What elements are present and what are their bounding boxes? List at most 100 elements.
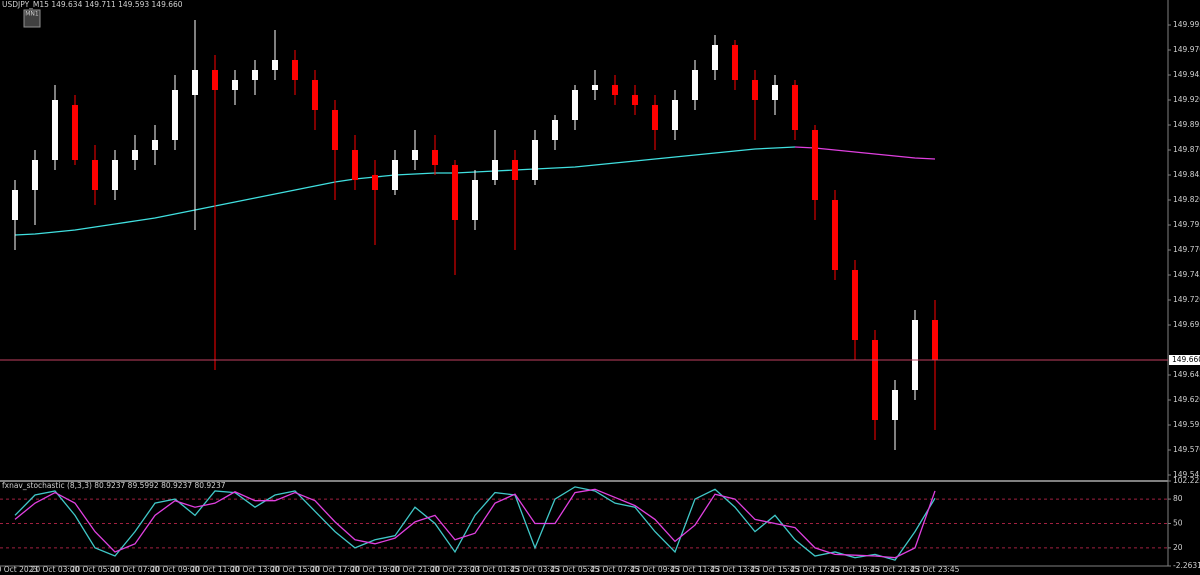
y-tick-label: 149.845: [1173, 170, 1200, 179]
candle-body: [32, 160, 38, 190]
candle-body: [732, 45, 738, 80]
candle-body: [652, 105, 658, 130]
candle-body: [492, 160, 498, 180]
indicator-line: [14, 486, 936, 561]
candle-body: [332, 110, 338, 150]
candle-body: [172, 90, 178, 140]
x-tick-label: 23 Oct 01:45: [471, 565, 520, 574]
candle-body: [72, 105, 78, 160]
x-tick-label: 20 Oct 09:00: [151, 565, 200, 574]
x-tick-label: 23 Oct 17:45: [791, 565, 840, 574]
last-price-box: [1169, 355, 1200, 365]
x-tick-label: 20 Oct 03:00: [31, 565, 80, 574]
y-tick-label: 149.545: [1173, 470, 1200, 479]
candle-body: [52, 100, 58, 160]
candle-body: [352, 150, 358, 180]
y-tick-label: 149.720: [1173, 295, 1200, 304]
y-tick-label: 80: [1173, 494, 1183, 503]
y-tick-label: 50: [1173, 518, 1183, 527]
candle-body: [312, 80, 318, 110]
candle-body: [112, 160, 118, 190]
candle-body: [192, 70, 198, 95]
y-tick-label: 20: [1173, 543, 1183, 552]
y-tick-label: 149.595: [1173, 420, 1200, 429]
timeframe-button-label[interactable]: MN1: [25, 11, 39, 18]
x-tick-label: 23 Oct 09:45: [631, 565, 680, 574]
y-tick-label: 149.820: [1173, 195, 1200, 204]
candle-body: [832, 200, 838, 270]
candle-body: [752, 80, 758, 100]
y-tick-label: 149.895: [1173, 120, 1200, 129]
y-tick-label: 149.645: [1173, 370, 1200, 379]
candle-body: [12, 190, 18, 220]
y-tick-label: -2.2631: [1173, 561, 1200, 570]
y-tick-label: 149.570: [1173, 445, 1200, 454]
candle-body: [372, 175, 378, 190]
x-tick-label: 23 Oct 19:45: [831, 565, 880, 574]
indicator-line: [14, 146, 796, 236]
x-tick-label: 23 Oct 07:45: [591, 565, 640, 574]
candle-body: [692, 70, 698, 100]
candle-body: [892, 390, 898, 420]
candle-body: [512, 160, 518, 180]
panel-separator: [0, 480, 1168, 482]
y-tick-label: 149.870: [1173, 145, 1200, 154]
candle-body: [932, 320, 938, 360]
y-tick-label: 149.920: [1173, 95, 1200, 104]
x-tick-label: 20 Oct 2023: [0, 565, 38, 574]
candle-body: [412, 150, 418, 160]
candle-body: [792, 85, 798, 130]
candle-body: [532, 140, 538, 180]
x-tick-label: 23 Oct 23:45: [911, 565, 960, 574]
candle-body: [672, 100, 678, 130]
x-tick-label: 23 Oct 15:45: [751, 565, 800, 574]
candle-body: [632, 95, 638, 105]
y-tick-label: 149.995: [1173, 20, 1200, 29]
candle-body: [552, 120, 558, 140]
indicator-line: [14, 488, 936, 559]
x-tick-label: 20 Oct 11:00: [191, 565, 240, 574]
candle-body: [92, 160, 98, 190]
candle-body: [872, 340, 878, 420]
candle-body: [232, 80, 238, 90]
candle-body: [592, 85, 598, 90]
x-tick-label: 23 Oct 03:45: [511, 565, 560, 574]
y-tick-label: 149.795: [1173, 220, 1200, 229]
candle-body: [452, 165, 458, 220]
indicator-line: [794, 146, 936, 160]
x-tick-label: 23 Oct 05:45: [551, 565, 600, 574]
x-tick-label: 20 Oct 21:00: [391, 565, 440, 574]
candle-body: [772, 85, 778, 100]
candle-body: [292, 60, 298, 80]
y-tick-label: 149.745: [1173, 270, 1200, 279]
candle-body: [612, 85, 618, 95]
x-tick-label: 20 Oct 19:00: [351, 565, 400, 574]
y-tick-label: 149.620: [1173, 395, 1200, 404]
candle-body: [852, 270, 858, 340]
candle-body: [252, 70, 258, 80]
x-tick-label: 20 Oct 15:00: [271, 565, 320, 574]
candle-body: [912, 320, 918, 390]
y-tick-label: 102.2254: [1173, 476, 1200, 485]
x-tick-label: 23 Oct 21:45: [871, 565, 920, 574]
candle-body: [432, 150, 438, 165]
y-tick-label: 149.770: [1173, 245, 1200, 254]
candle-body: [272, 60, 278, 70]
candle-body: [812, 130, 818, 200]
candle-body: [392, 160, 398, 190]
y-tick-label: 149.970: [1173, 45, 1200, 54]
last-price-label: 149.660: [1172, 355, 1200, 364]
chart-title: USDJPY_M15 149.634 149.711 149.593 149.6…: [2, 0, 183, 9]
candle-body: [152, 140, 158, 150]
y-tick-label: 149.945: [1173, 70, 1200, 79]
candle-body: [212, 70, 218, 90]
candle-body: [132, 150, 138, 160]
timeframe-button[interactable]: [23, 9, 41, 28]
indicator-title: fxnav_stochastic (8,3,3) 80.9237 89.5992…: [2, 481, 226, 490]
x-tick-label: 23 Oct 11:45: [671, 565, 720, 574]
x-tick-label: 23 Oct 13:45: [711, 565, 760, 574]
candle-body: [712, 45, 718, 70]
